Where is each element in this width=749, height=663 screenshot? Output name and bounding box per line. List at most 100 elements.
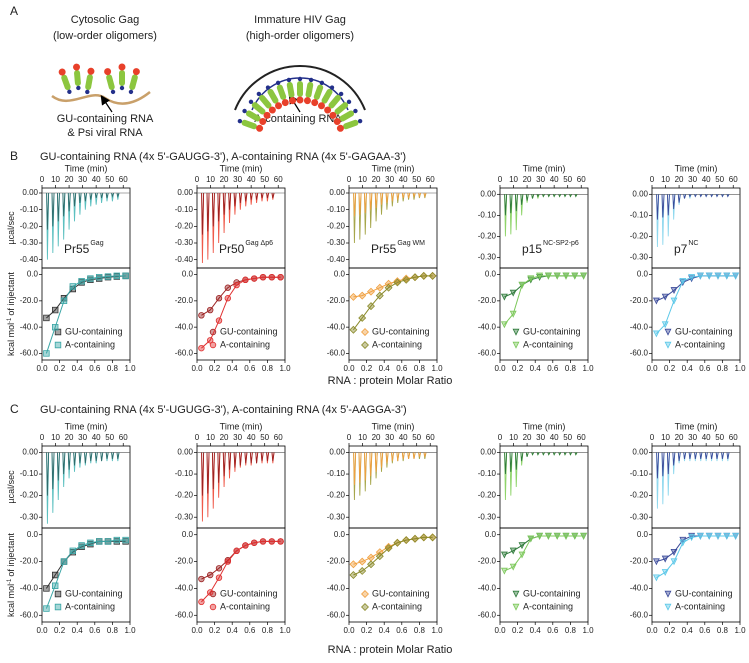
x-tick-label: 0.8 xyxy=(107,364,119,373)
x-tick-label: 0 xyxy=(650,175,655,184)
legend-marker xyxy=(209,603,217,611)
protein-name: Pr55 xyxy=(64,242,90,256)
y-tick-label: -20.0 xyxy=(630,296,649,305)
injection-peak xyxy=(233,452,237,468)
injection-peak xyxy=(385,192,389,204)
x-tick-label: 60 xyxy=(119,433,128,442)
gag-body xyxy=(259,94,272,109)
legend-marker xyxy=(361,590,369,598)
gag-molecule xyxy=(242,108,267,125)
injection-peak xyxy=(62,192,66,217)
injection-peak xyxy=(380,452,384,468)
legend-marker xyxy=(664,341,672,349)
x-tick-label: 1.0 xyxy=(124,364,136,373)
gag-head xyxy=(289,97,297,105)
x-tick-label: 1.0 xyxy=(582,626,594,635)
x-tick-label: 0.6 xyxy=(89,626,101,635)
data-point xyxy=(375,283,384,292)
gag-molecule xyxy=(296,76,304,104)
injection-peak xyxy=(391,452,394,462)
x-tick-label: 0 xyxy=(347,175,352,184)
data-point xyxy=(375,291,384,300)
data-point xyxy=(688,274,696,281)
x-tick-label: 0.0 xyxy=(191,364,203,373)
y-tick-label: 0.00 xyxy=(480,189,496,198)
data-point xyxy=(384,542,393,551)
fit-line xyxy=(201,276,281,349)
plot-frame xyxy=(499,267,589,361)
x-tick-label: 30 xyxy=(78,175,87,184)
y-tick-label: -0.10 xyxy=(175,469,194,478)
data-point xyxy=(60,558,68,565)
y-tick-label: -0.10 xyxy=(478,469,497,478)
gag-molecule xyxy=(318,85,335,110)
data-point xyxy=(268,274,276,281)
y-tick-label: -20.0 xyxy=(20,557,39,566)
data-point xyxy=(224,295,232,302)
x-tick-label: 30 xyxy=(536,175,545,184)
x-tick-label: 0.4 xyxy=(682,626,694,635)
fit-line xyxy=(201,540,281,580)
x-tick-label: 60 xyxy=(274,175,283,184)
legend-marker xyxy=(664,603,672,611)
y-tick-label: -20.0 xyxy=(478,557,497,566)
injection-peak xyxy=(547,194,551,198)
y-tick-label: -20.0 xyxy=(175,557,194,566)
x-tick-label: 0.2 xyxy=(512,364,524,373)
data-point xyxy=(580,272,588,280)
gag-body xyxy=(334,102,349,115)
data-point xyxy=(688,534,696,542)
data-point xyxy=(419,533,428,542)
data-point xyxy=(670,287,678,295)
x-tick-label: 30 xyxy=(536,433,545,442)
protein-name-sup: Gag xyxy=(90,240,103,247)
legend-marker xyxy=(209,341,217,349)
injection-peak xyxy=(116,192,120,198)
x-tick-label: 0 xyxy=(347,433,352,442)
y-axis-label: kcal mol-1of injectant xyxy=(6,533,16,617)
x-tick-label: 0.4 xyxy=(530,626,542,635)
injection-peak xyxy=(396,452,400,462)
injection-peak xyxy=(412,192,416,198)
x-tick-label: 0.0 xyxy=(494,364,506,373)
gag-head xyxy=(259,118,267,125)
injection-peak xyxy=(51,192,55,227)
x-tick-label: 0.2 xyxy=(209,364,221,373)
gag-nc xyxy=(338,91,344,97)
y-tick-label: 0.0 xyxy=(637,270,649,279)
data-point xyxy=(571,272,579,280)
x-tick-label: 40 xyxy=(399,175,408,184)
x-tick-label: 40 xyxy=(247,175,256,184)
gag-body xyxy=(74,70,81,87)
injection-peak xyxy=(271,452,275,462)
x-tick-label: 40 xyxy=(550,433,559,442)
x-tick-label: 0.4 xyxy=(379,626,391,635)
plot-frame xyxy=(499,187,589,269)
y-tick-label: -0.10 xyxy=(327,205,346,214)
injection-peak xyxy=(552,452,556,456)
x-tick-label: 40 xyxy=(702,433,711,442)
y-tick-label: -0.20 xyxy=(175,221,194,230)
fit-line xyxy=(352,275,433,331)
data-point xyxy=(536,272,544,280)
data-point xyxy=(661,321,669,329)
x-tick-label: 10 xyxy=(358,175,367,184)
gag-nc xyxy=(119,85,125,91)
x-tick-label: 50 xyxy=(715,175,724,184)
x-tick-label: 20 xyxy=(675,433,684,442)
y-tick-label: -60.0 xyxy=(327,349,346,358)
gag-head xyxy=(324,106,332,114)
gag-molecule xyxy=(329,99,352,119)
x-tick-label: 0.4 xyxy=(682,364,694,373)
data-point xyxy=(52,571,59,579)
data-point xyxy=(670,548,678,556)
x-axis-label: Time (min) xyxy=(65,163,108,173)
legend-label: A-containing xyxy=(675,339,725,349)
gag-molecule xyxy=(333,108,358,125)
x-tick-label: 0.0 xyxy=(191,626,203,635)
injection-peak xyxy=(353,452,357,485)
x-tick-label: 0 xyxy=(195,175,200,184)
gag-molecule xyxy=(256,91,276,114)
data-point xyxy=(367,287,375,296)
plot-frame xyxy=(196,527,286,623)
